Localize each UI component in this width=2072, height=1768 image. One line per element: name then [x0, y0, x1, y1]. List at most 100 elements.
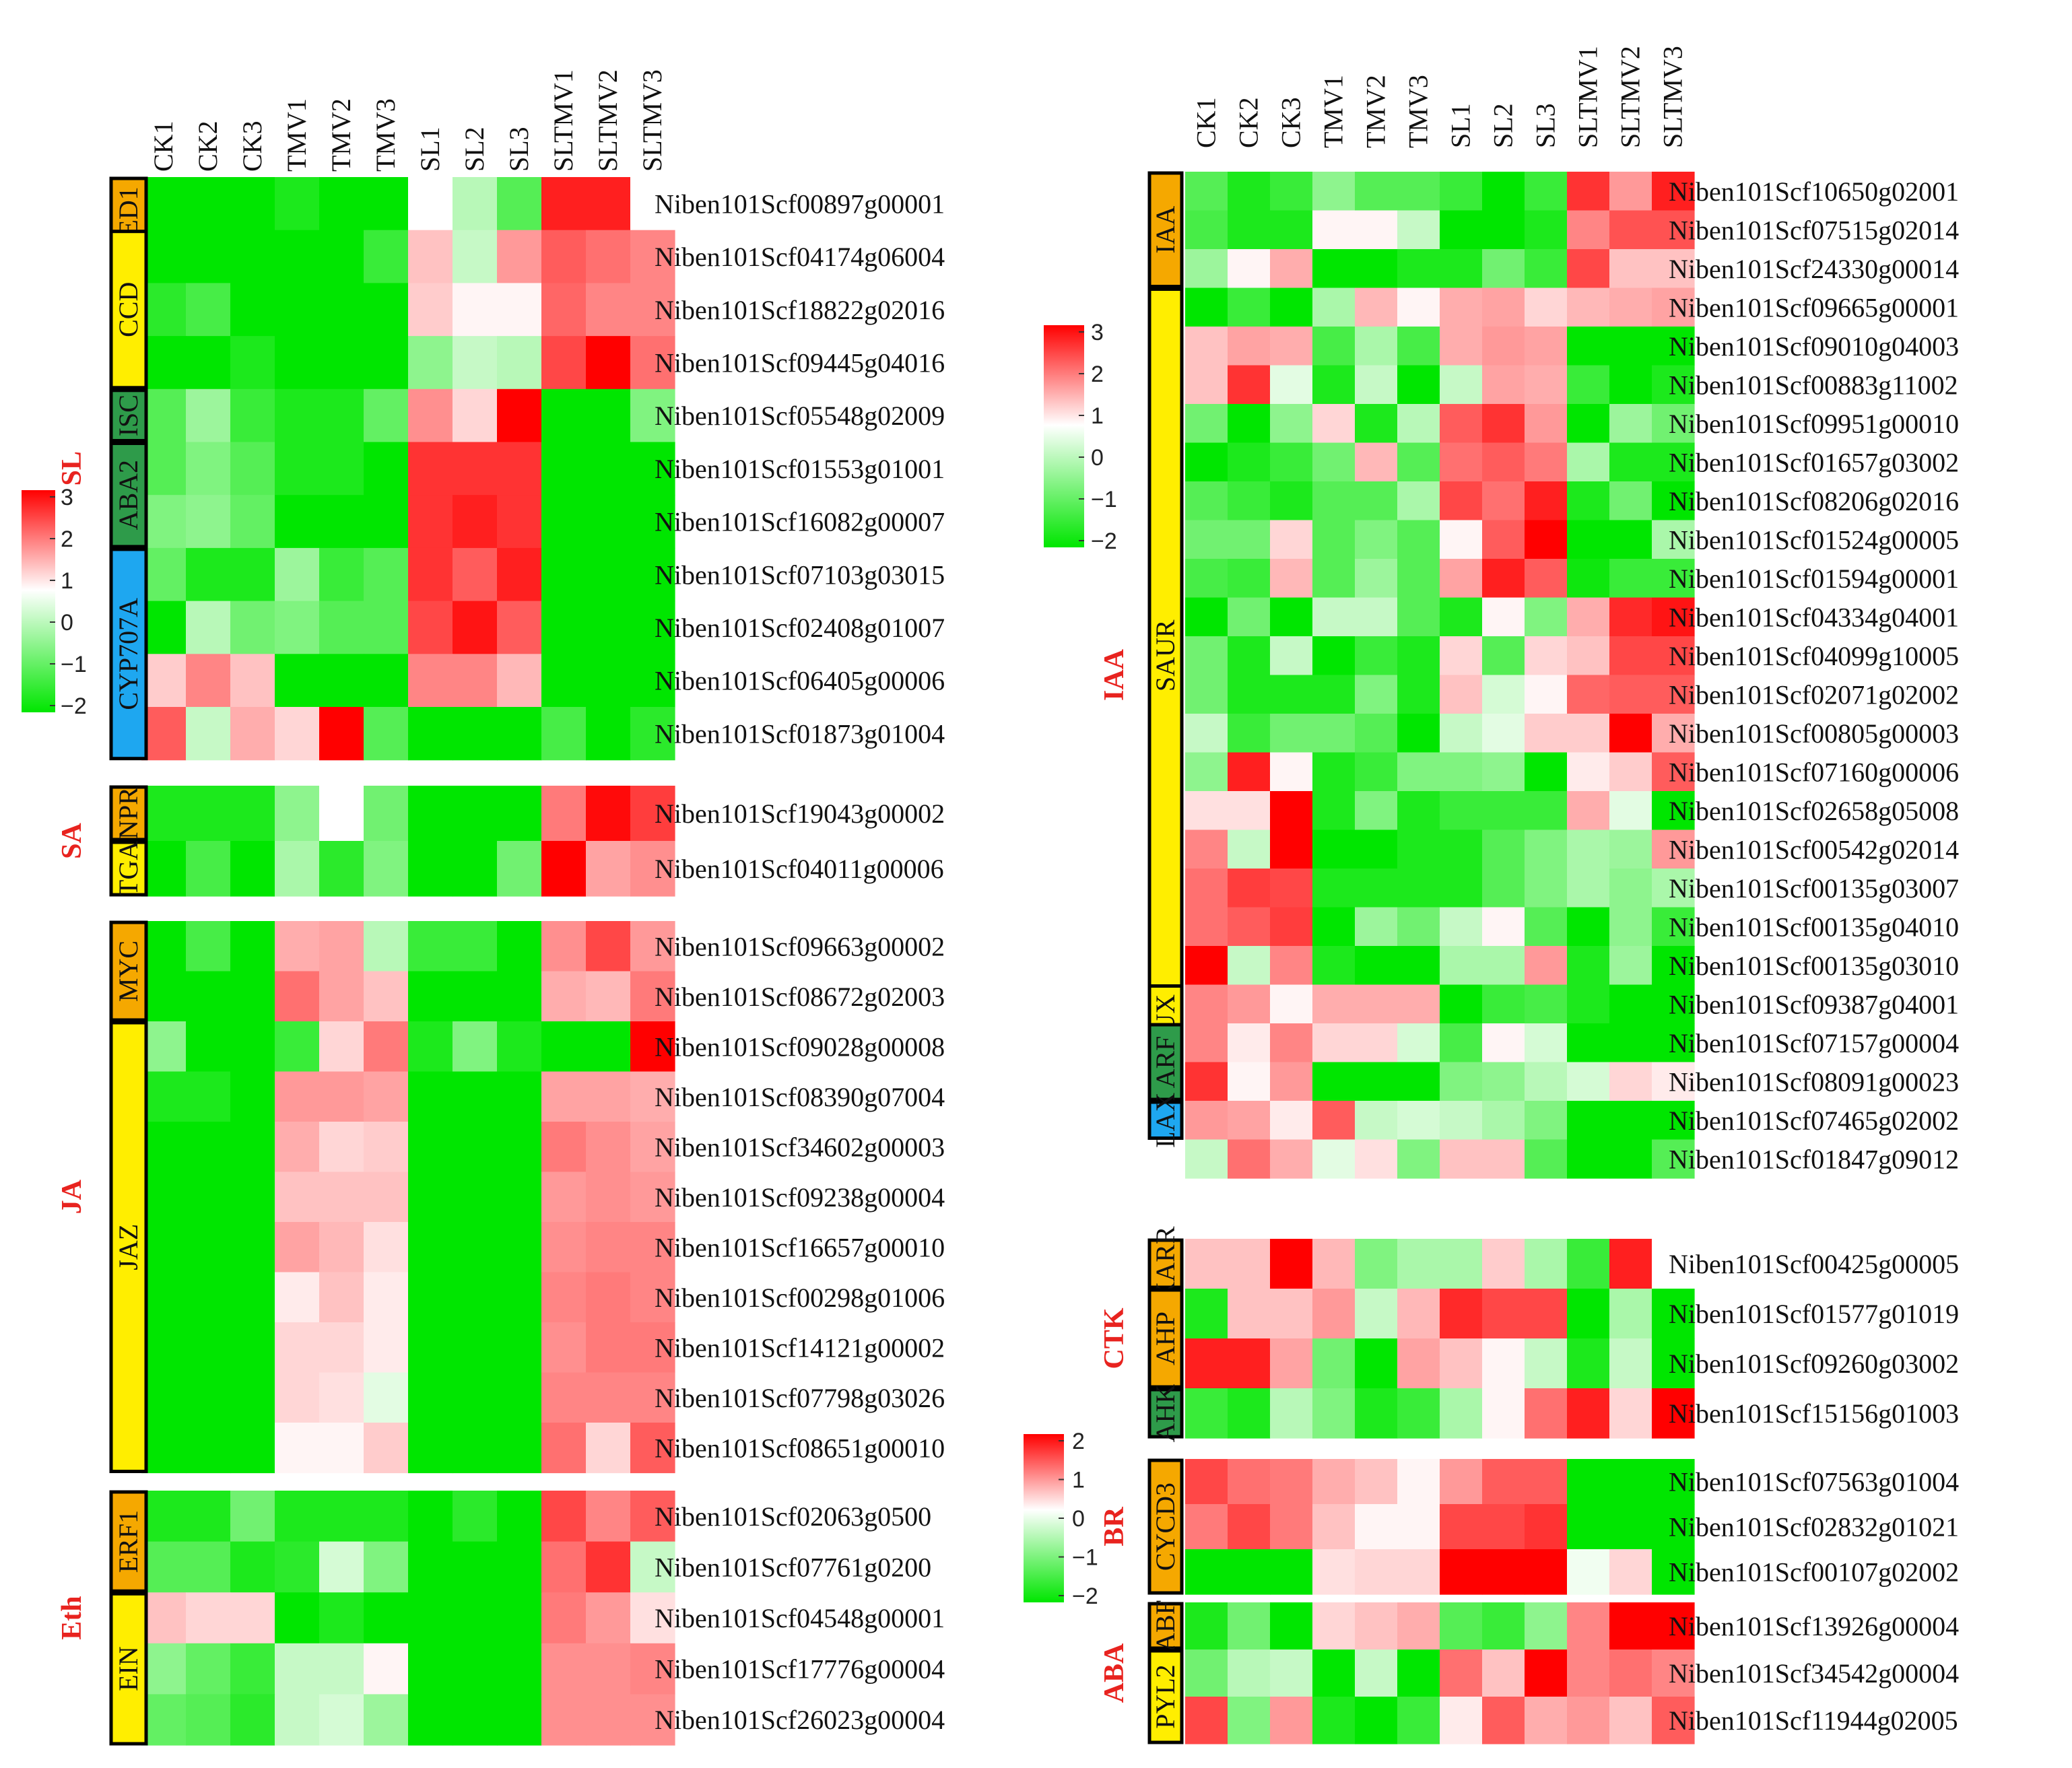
heatmap-cell: [230, 1122, 275, 1173]
heatmap-cell: [186, 547, 231, 602]
heatmap-cell: [1312, 210, 1356, 250]
heatmap-cell: [1185, 404, 1228, 444]
heatmap-cell: [497, 786, 542, 842]
heatmap-cell: [1525, 1062, 1568, 1101]
heatmap-cell: [141, 495, 187, 549]
heatmap-cell: [141, 1171, 187, 1223]
heatmap-cell: [630, 1643, 675, 1695]
heatmap-cell: [230, 707, 275, 761]
gene-label: Niben101Scf15156g01003: [1669, 1398, 1959, 1429]
legend-tick-label: 0: [1091, 445, 1104, 471]
heatmap-cell: [186, 495, 231, 549]
column-label-sl3: SL3: [1531, 103, 1561, 148]
heatmap-cell: [1397, 559, 1440, 599]
heatmap-cell: [275, 1021, 320, 1073]
heatmap-cell: [364, 1021, 409, 1073]
family-bar-ahk: [1147, 1388, 1184, 1439]
heatmap-cell: [1355, 1504, 1398, 1550]
heatmap-cell: [1567, 1697, 1610, 1744]
heatmap-cell: [1228, 946, 1271, 986]
heatmap-cell: [1355, 907, 1398, 947]
heatmap-cell: [186, 971, 231, 1022]
heatmap-cell: [1312, 791, 1356, 831]
gene-label: Niben101Scf00298g01006: [655, 1283, 945, 1313]
heatmap-cell: [1355, 1239, 1398, 1289]
heatmap-cell: [1525, 675, 1568, 714]
heatmap-cell: [453, 1643, 498, 1695]
heatmap-cell: [1270, 1697, 1313, 1744]
family-label-abf: ABF: [1150, 1600, 1180, 1652]
heatmap-cell: [1397, 327, 1440, 366]
heatmap-cell: [1482, 1549, 1525, 1595]
heatmap-cell: [186, 707, 231, 761]
heatmap-cell: [1567, 365, 1610, 405]
heatmap-cell: [1355, 597, 1398, 637]
heatmap-cell: [1525, 172, 1568, 211]
heatmap-cell: [1482, 675, 1525, 714]
heatmap-cell: [1312, 1388, 1356, 1439]
gene-label: Niben101Scf09010g04003: [1669, 331, 1959, 362]
heatmap-cell: [1270, 481, 1313, 521]
heatmap-cell: [586, 1694, 631, 1746]
column-label-ck1: CK1: [148, 121, 178, 172]
heatmap-cell: [1312, 1062, 1356, 1101]
heatmap-cell: [1525, 1289, 1568, 1339]
heatmap-cell: [541, 786, 587, 842]
heatmap-cell: [1312, 752, 1356, 792]
heatmap-cell: [1228, 1388, 1271, 1439]
heatmap-cell: [1567, 1504, 1610, 1550]
heatmap-cell: [1185, 869, 1228, 908]
heatmap-cell: [1270, 984, 1313, 1024]
heatmap-cell: [630, 495, 675, 549]
gene-label: Niben101Scf01657g03002: [1669, 447, 1959, 477]
heatmap-cell: [1440, 752, 1483, 792]
heatmap-cell: [1355, 442, 1398, 482]
gene-label: Niben101Scf02071g02002: [1669, 679, 1959, 710]
heatmap-cell: [230, 1322, 275, 1373]
family-label-ahp: AHP: [1150, 1312, 1180, 1365]
heatmap-cell: [453, 442, 498, 496]
heatmap-cell: [630, 1592, 675, 1644]
heatmap-cell: [1652, 1023, 1695, 1063]
heatmap-cell: [408, 921, 453, 972]
heatmap-cell: [630, 1423, 675, 1474]
heatmap-cell: [141, 1021, 187, 1073]
heatmap-cell: [1525, 1504, 1568, 1550]
heatmap-cell: [1525, 481, 1568, 521]
heatmap-cell: [1270, 404, 1313, 444]
heatmap-cell: [408, 1592, 453, 1644]
heatmap-cell: [1482, 249, 1525, 289]
heatmap-cell: [1482, 520, 1525, 559]
column-label-tmv1: TMV1: [1318, 75, 1349, 148]
heatmap-cell: [230, 1541, 275, 1593]
heatmap-cell: [364, 841, 409, 897]
heatmap-cell: [630, 1541, 675, 1593]
gene-label: Niben101Scf18822g02016: [655, 295, 945, 325]
legend-tick-label: −2: [61, 693, 87, 719]
heatmap-cell: [541, 495, 587, 549]
heatmap-cell: [1482, 597, 1525, 637]
heatmap-cell: [141, 547, 187, 602]
heatmap-cell: [319, 1272, 364, 1323]
heatmap-cell: [1397, 907, 1440, 947]
heatmap-cell: [1482, 791, 1525, 831]
heatmap-cell: [1609, 1139, 1652, 1179]
heatmap-cell: [1567, 1388, 1610, 1439]
heatmap-cell: [1609, 869, 1652, 908]
group-eth: Niben101Scf02063g0500 Niben101Scf07761g02…: [57, 1490, 945, 1746]
heatmap-cell: [541, 1071, 587, 1122]
heatmap-cell: [1397, 1023, 1440, 1063]
column-label-sl1: SL1: [415, 127, 445, 172]
heatmap-cell: [141, 971, 187, 1022]
heatmap-cell: [275, 1122, 320, 1173]
heatmap-cell: [1652, 1289, 1695, 1339]
heatmap-cell: [630, 230, 675, 283]
gene-label: Niben101Scf06405g00006: [655, 666, 945, 696]
heatmap-cell: [1609, 1062, 1652, 1101]
heatmap-cell: [497, 1491, 542, 1542]
family-bar-npr: [109, 785, 148, 842]
heatmap-cell: [364, 1222, 409, 1273]
heatmap-cell: [453, 495, 498, 549]
heatmap-cell: [230, 1592, 275, 1644]
legend-tick-label: 3: [61, 485, 73, 510]
